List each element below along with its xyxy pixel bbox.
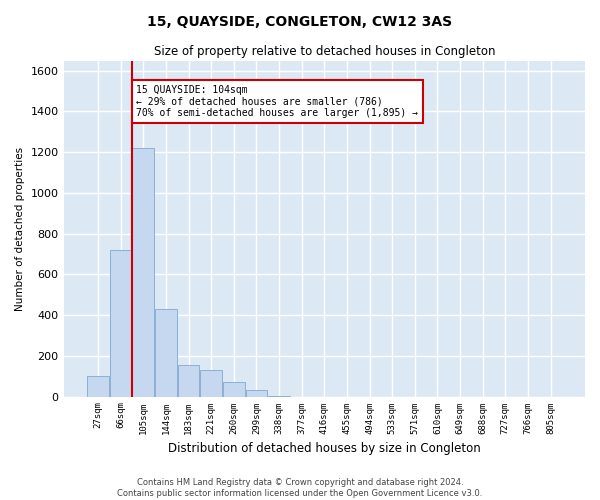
X-axis label: Distribution of detached houses by size in Congleton: Distribution of detached houses by size … xyxy=(168,442,481,455)
Text: 15, QUAYSIDE, CONGLETON, CW12 3AS: 15, QUAYSIDE, CONGLETON, CW12 3AS xyxy=(148,15,452,29)
Title: Size of property relative to detached houses in Congleton: Size of property relative to detached ho… xyxy=(154,45,495,58)
Y-axis label: Number of detached properties: Number of detached properties xyxy=(15,146,25,310)
Bar xyxy=(200,370,222,396)
Bar xyxy=(223,382,245,396)
Text: 15 QUAYSIDE: 104sqm
← 29% of detached houses are smaller (786)
70% of semi-detac: 15 QUAYSIDE: 104sqm ← 29% of detached ho… xyxy=(136,85,418,118)
Bar xyxy=(133,148,154,396)
Bar xyxy=(178,365,199,396)
Bar xyxy=(87,376,109,396)
Bar xyxy=(245,390,267,396)
Text: Contains HM Land Registry data © Crown copyright and database right 2024.
Contai: Contains HM Land Registry data © Crown c… xyxy=(118,478,482,498)
Bar xyxy=(155,309,176,396)
Bar xyxy=(110,250,131,396)
